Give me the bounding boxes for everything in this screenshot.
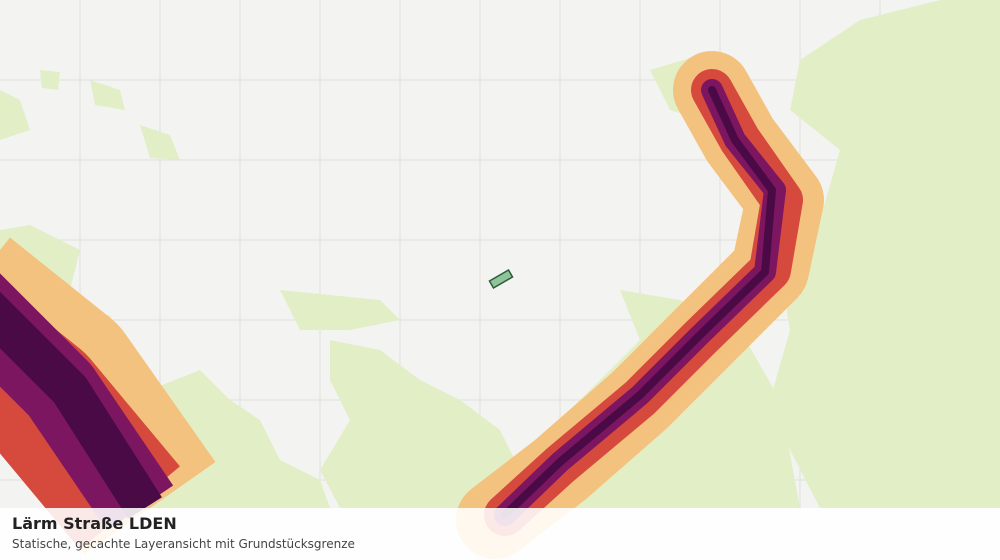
road-noise-east — [456, 51, 824, 559]
caption-subtitle: Statische, gecachte Layeransicht mit Gru… — [12, 537, 355, 551]
caption-title: Lärm Straße LDEN — [12, 514, 177, 533]
caption-panel: Lärm Straße LDEN Statische, gecachte Lay… — [0, 508, 1000, 560]
parcel-boundary — [488, 269, 514, 289]
road-noise-west — [0, 237, 216, 555]
